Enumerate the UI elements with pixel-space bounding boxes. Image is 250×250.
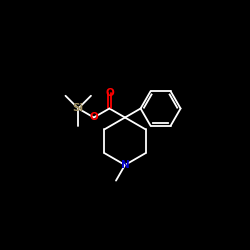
Text: O: O <box>105 88 114 98</box>
Text: O: O <box>90 112 98 122</box>
Text: N: N <box>120 160 130 170</box>
Text: Si: Si <box>73 104 84 114</box>
